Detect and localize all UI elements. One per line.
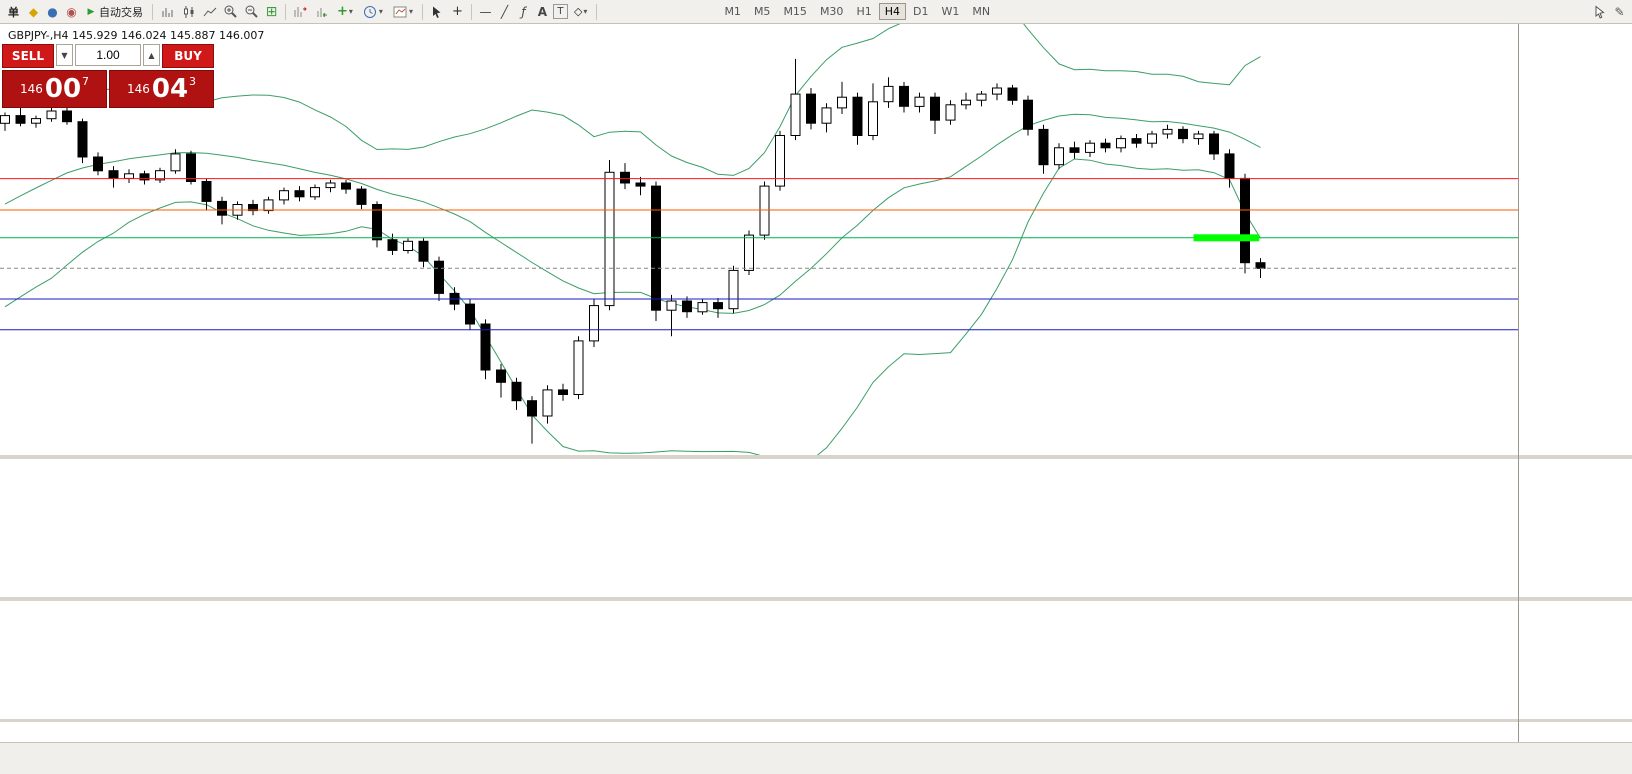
buy-button[interactable]: BUY bbox=[162, 44, 214, 68]
timeframe-mn-button[interactable]: MN bbox=[972, 5, 991, 18]
panel-splitter[interactable] bbox=[0, 597, 1632, 601]
buy-price-button[interactable]: 146 04 3 bbox=[109, 70, 214, 108]
trendline-tool-icon[interactable]: ╱ bbox=[500, 4, 509, 19]
window-bottom-strip bbox=[0, 742, 1632, 774]
buy-price-point: 3 bbox=[189, 74, 197, 88]
label-tool-icon[interactable]: T bbox=[552, 4, 568, 19]
tile-windows-icon[interactable]: ⊞ bbox=[265, 3, 278, 20]
timeframe-m15-button[interactable]: M15 bbox=[783, 5, 807, 18]
news-icon[interactable]: ◉ bbox=[66, 4, 77, 19]
toolbar-separator bbox=[152, 3, 153, 20]
crosshair-icon[interactable]: + bbox=[452, 4, 463, 19]
toolbar-separator bbox=[596, 3, 598, 20]
autotrading-button[interactable]: ▶ 自动交易 bbox=[82, 1, 147, 23]
shapes-icon: ◇ bbox=[573, 5, 583, 18]
timeframe-m5-button[interactable]: M5 bbox=[753, 5, 771, 18]
sell-price-pips: 00 bbox=[44, 74, 82, 104]
template-chart-icon bbox=[393, 3, 408, 21]
sell-price-point: 7 bbox=[82, 74, 90, 88]
timeframe-w1-button[interactable]: W1 bbox=[941, 5, 960, 18]
periods-button[interactable]: ▾ bbox=[359, 1, 387, 23]
auto-scroll-icon[interactable] bbox=[312, 3, 331, 21]
pointer-mode-icon[interactable] bbox=[1590, 3, 1609, 21]
metaquotes-icon[interactable]: ◆ bbox=[28, 4, 39, 19]
buy-price-pips: 04 bbox=[151, 74, 189, 104]
fibonacci-tool-icon[interactable]: ƒ bbox=[521, 4, 526, 19]
sell-button[interactable]: SELL bbox=[2, 44, 54, 68]
toolbar-separator bbox=[285, 3, 286, 20]
lot-dropdown-button[interactable]: ▼ bbox=[56, 44, 73, 66]
panel-splitter bbox=[0, 719, 1632, 722]
toolbar-separator bbox=[421, 3, 423, 20]
indicators-add-button[interactable]: + ▾ bbox=[333, 2, 357, 21]
timeframe-d1-button[interactable]: D1 bbox=[913, 5, 929, 18]
chart-background bbox=[0, 24, 1632, 774]
candlestick-series bbox=[0, 58, 1266, 444]
new-order-button[interactable]: 单 bbox=[8, 5, 19, 19]
lot-size-input[interactable] bbox=[75, 44, 141, 66]
chevron-down-icon: ▾ bbox=[348, 7, 353, 16]
line-chart-icon[interactable] bbox=[200, 3, 219, 21]
pencil-icon[interactable]: ✎ bbox=[1614, 4, 1625, 19]
chart-shift-icon[interactable] bbox=[291, 3, 310, 21]
clock-icon bbox=[363, 3, 378, 21]
horizontal-line-tool-icon[interactable]: — bbox=[479, 4, 492, 19]
templates-button[interactable]: ▾ bbox=[389, 1, 417, 23]
symbol-info: GBPJPY-,H4 145.929 146.024 145.887 146.0… bbox=[8, 29, 265, 42]
timeframe-h4-button[interactable]: H4 bbox=[878, 3, 906, 20]
timeframe-h1-button[interactable]: H1 bbox=[856, 5, 872, 18]
buy-price-prefix: 146 bbox=[126, 82, 150, 96]
bollinger-bands bbox=[4, 24, 1261, 455]
bar-chart-icon[interactable] bbox=[158, 3, 177, 21]
horizontal-lines[interactable] bbox=[0, 178, 1518, 331]
timeframe-m30-button[interactable]: M30 bbox=[819, 5, 844, 18]
sell-price-button[interactable]: 146 00 7 bbox=[2, 70, 107, 108]
candlestick-chart-icon[interactable] bbox=[179, 3, 198, 21]
chevron-down-icon: ▾ bbox=[378, 7, 383, 16]
autotrading-label: 自动交易 bbox=[99, 5, 143, 19]
main-toolbar: 单 ◆ ● ◉ ▶ 自动交易 ⊞ + ▾ ▾ ▾ + — ╱ bbox=[0, 0, 1632, 24]
timeframe-m1-button[interactable]: M1 bbox=[724, 5, 741, 18]
zoom-out-icon[interactable] bbox=[242, 3, 261, 21]
play-icon: ▶ bbox=[87, 6, 95, 17]
chevron-down-icon: ▾ bbox=[408, 7, 413, 16]
panel-splitter[interactable] bbox=[0, 455, 1632, 459]
timeframe-toolbar: M1 M5 M15 M30 H1 H4 D1 W1 MN bbox=[718, 3, 996, 20]
cursor-icon[interactable] bbox=[428, 3, 447, 21]
sell-price-prefix: 146 bbox=[19, 82, 43, 96]
zoom-in-icon[interactable] bbox=[221, 3, 240, 21]
chevron-down-icon: ▾ bbox=[583, 7, 588, 16]
toolbar-separator bbox=[470, 3, 472, 20]
turning-point-highlight[interactable] bbox=[1193, 234, 1260, 242]
one-click-trading-panel: SELL ▼ ▲ BUY 146 00 7 146 04 3 bbox=[2, 44, 214, 108]
plus-icon: + bbox=[337, 4, 348, 19]
accounts-icon[interactable]: ● bbox=[47, 4, 58, 19]
shapes-button[interactable]: ◇ ▾ bbox=[570, 3, 591, 20]
text-tool-icon[interactable]: A bbox=[537, 4, 548, 19]
lot-increase-button[interactable]: ▲ bbox=[143, 44, 160, 66]
